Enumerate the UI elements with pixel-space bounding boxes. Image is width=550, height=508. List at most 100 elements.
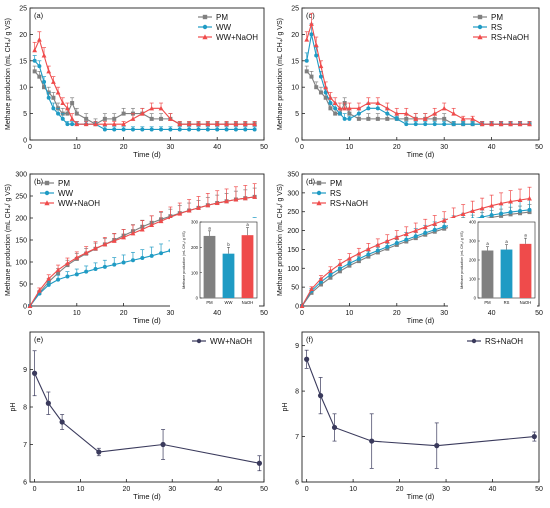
inset-bar-chart: 0 100 200 300 Methane production (mL CH₄/ g …	[170, 218, 259, 310]
plot-frame	[301, 331, 540, 483]
data-point	[489, 213, 494, 218]
legend-marker	[477, 34, 483, 40]
data-point	[60, 116, 65, 121]
legend-entry: RS+NaOH	[491, 33, 529, 42]
x-axis-label: Time (d)	[407, 316, 435, 325]
panel-label: (d)	[306, 177, 316, 186]
inset-y-tick-label: 100	[191, 270, 199, 275]
data-point	[31, 370, 38, 376]
legend-entry: WW+NaOH	[216, 33, 258, 42]
data-point	[323, 84, 329, 90]
y-tick-label: 20	[19, 32, 27, 39]
data-point	[130, 230, 136, 236]
inset-significance-letter: a	[208, 225, 211, 230]
data-point	[356, 116, 361, 121]
data-point	[432, 227, 437, 232]
data-point	[139, 111, 145, 116]
data-point	[432, 111, 438, 116]
x-tick-label: 0	[300, 144, 304, 151]
inset-category-label: NaOH	[242, 300, 254, 305]
y-tick-label: 0	[295, 304, 299, 311]
data-point	[318, 63, 324, 69]
data-point	[366, 252, 371, 257]
data-point	[65, 122, 70, 127]
inset-significance-letter: b	[227, 242, 230, 247]
data-point	[460, 211, 466, 216]
inset-y-axis-label: Methane production (mL CH₄/ g VS)	[460, 231, 464, 288]
series-line	[34, 373, 260, 464]
data-point	[84, 116, 89, 121]
y-tick-label: 150	[15, 238, 27, 245]
legend-entry: WW+NaOH	[58, 199, 100, 208]
data-point	[196, 121, 201, 127]
x-axis-label: Time (d)	[407, 150, 435, 159]
legend-entry: RS+NaOH	[485, 337, 523, 346]
data-point	[102, 121, 108, 127]
data-point	[243, 127, 248, 132]
data-point	[527, 207, 532, 212]
data-point	[177, 121, 183, 127]
data-point	[451, 122, 456, 127]
data-point	[149, 253, 154, 258]
data-point	[333, 111, 338, 116]
data-point	[60, 100, 66, 106]
y-tick-label: 300	[15, 172, 27, 179]
data-point	[112, 262, 117, 267]
series-line	[34, 60, 255, 130]
inset-y-tick-label: 300	[469, 239, 477, 244]
data-point	[403, 231, 409, 236]
panel-label: (b)	[34, 177, 44, 186]
data-point	[55, 89, 61, 95]
data-point	[347, 255, 352, 261]
data-point	[224, 121, 229, 127]
data-point	[499, 211, 504, 216]
data-point	[93, 267, 98, 272]
panel-b: 0 10 20 30 40 50 0 50 100 150 200 250 300 Time (d) Met…	[5, 172, 268, 326]
x-tick-label: 0	[300, 310, 304, 317]
data-point	[168, 214, 173, 220]
data-point	[46, 68, 52, 74]
data-point	[42, 85, 47, 90]
panel-label: (f)	[306, 335, 314, 344]
x-tick-label: 30	[440, 144, 448, 151]
data-point	[256, 460, 263, 466]
x-tick-label: 10	[73, 310, 81, 317]
data-point	[356, 111, 361, 116]
data-point	[337, 269, 342, 274]
data-point	[196, 205, 201, 210]
data-point	[46, 95, 51, 100]
data-point	[366, 116, 371, 121]
data-point	[121, 234, 126, 240]
data-point	[432, 221, 438, 226]
data-point	[168, 127, 173, 132]
data-point	[36, 288, 42, 293]
data-point	[432, 122, 437, 127]
y-tick-label: 20	[291, 32, 299, 39]
data-point	[356, 250, 362, 256]
data-point	[74, 255, 80, 260]
x-tick-label: 0	[28, 144, 32, 151]
data-point	[139, 226, 145, 232]
data-point	[518, 208, 523, 213]
inset-significance-letter: a	[486, 241, 489, 246]
data-point	[404, 122, 409, 127]
data-point	[356, 256, 361, 261]
data-point	[149, 127, 154, 132]
data-point	[342, 105, 348, 111]
data-point	[413, 234, 418, 239]
x-tick-label: 30	[167, 144, 175, 151]
data-point	[187, 127, 192, 132]
x-tick-label: 30	[167, 310, 175, 317]
data-point	[366, 254, 371, 259]
data-point	[111, 238, 117, 243]
data-point	[441, 217, 447, 223]
data-point	[215, 127, 220, 132]
data-point	[37, 74, 42, 79]
data-point	[149, 105, 155, 111]
data-point	[347, 111, 352, 116]
x-tick-label: 50	[535, 310, 543, 317]
panel-e: 0 10 20 30 40 50 6 7 8 9 Time (d) pH (e) WW+NaOH	[10, 331, 268, 501]
data-point	[498, 121, 504, 127]
data-point	[121, 260, 126, 265]
